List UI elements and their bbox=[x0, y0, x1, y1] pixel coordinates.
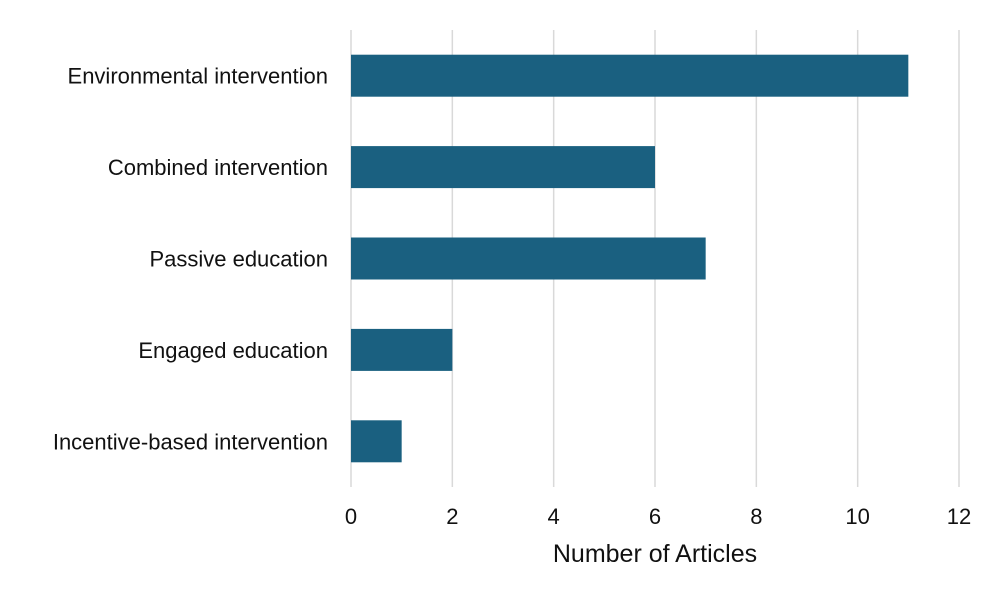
x-axis-title: Number of Articles bbox=[553, 540, 757, 568]
x-tick-label: 12 bbox=[947, 504, 971, 529]
bar bbox=[351, 328, 453, 371]
bars bbox=[351, 54, 909, 463]
bar bbox=[351, 146, 655, 189]
x-tick-label: 10 bbox=[845, 504, 869, 529]
x-tick-label: 0 bbox=[345, 504, 357, 529]
x-tick-label: 2 bbox=[446, 504, 458, 529]
category-label: Engaged education bbox=[138, 338, 328, 363]
category-label: Environmental intervention bbox=[68, 64, 328, 89]
x-tick-labels: 0 2 4 6 8 10 12 bbox=[345, 504, 971, 529]
category-labels: Environmental intervention Combined inter… bbox=[53, 64, 328, 455]
bar bbox=[351, 237, 706, 280]
x-tick-label: 8 bbox=[750, 504, 762, 529]
bar bbox=[351, 54, 909, 97]
category-label: Incentive-based intervention bbox=[53, 429, 328, 454]
category-label: Passive education bbox=[149, 247, 328, 272]
bar bbox=[351, 420, 402, 463]
x-tick-label: 4 bbox=[548, 504, 560, 529]
x-tick-label: 6 bbox=[649, 504, 661, 529]
category-label: Combined intervention bbox=[108, 155, 328, 180]
